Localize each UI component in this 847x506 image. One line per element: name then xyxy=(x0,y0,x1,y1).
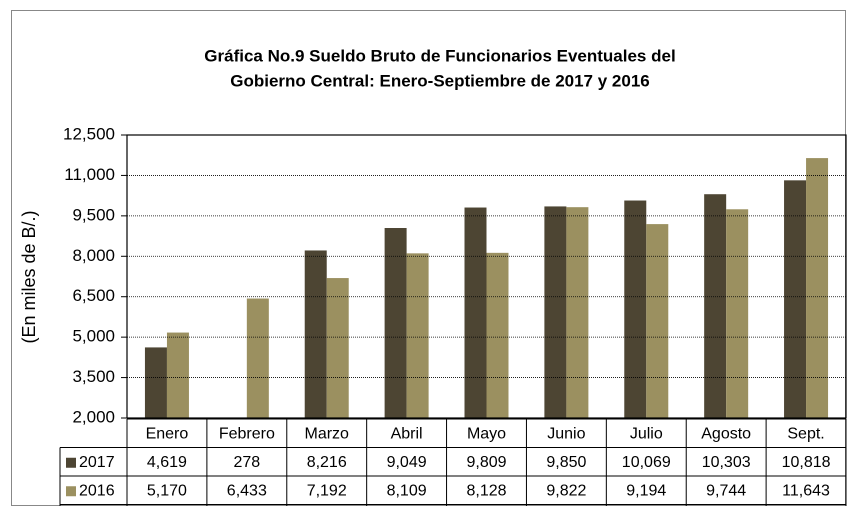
bar xyxy=(144,347,167,418)
y-tick-label: 9,500 xyxy=(72,205,115,224)
chart-title: Gráfica No.9 Sueldo Bruto de Funcionario… xyxy=(204,46,675,65)
bar xyxy=(624,200,647,418)
bar xyxy=(384,228,407,418)
bar xyxy=(544,206,567,418)
y-tick-label: 6,500 xyxy=(72,286,115,305)
legend-swatch xyxy=(66,457,76,468)
bar xyxy=(304,250,327,418)
data-label: 10,069 xyxy=(622,454,671,471)
x-tick-label: Marzo xyxy=(304,425,349,442)
x-tick-label: Abril xyxy=(391,425,423,442)
data-label: 7,192 xyxy=(307,482,347,499)
bar xyxy=(406,253,429,418)
bar xyxy=(326,278,349,418)
plot-border xyxy=(126,134,847,419)
data-label: 10,303 xyxy=(702,454,751,471)
x-tick-label: Junio xyxy=(547,425,585,442)
data-label: 8,109 xyxy=(387,482,427,499)
data-label: 9,744 xyxy=(706,482,746,499)
y-tick-label: 12,500 xyxy=(63,124,115,143)
data-label: 9,850 xyxy=(546,454,586,471)
x-tick-label: Agosto xyxy=(701,425,751,442)
data-label: 10,818 xyxy=(782,454,831,471)
bar xyxy=(646,224,669,418)
bar xyxy=(784,180,807,418)
y-tick-label: 11,000 xyxy=(64,165,115,184)
data-label: 6,433 xyxy=(227,482,267,499)
x-tick-label: Sept. xyxy=(787,425,824,442)
legend-swatch xyxy=(66,486,76,497)
data-label: 9,822 xyxy=(546,482,586,499)
legend-label: 2016 xyxy=(79,482,115,499)
bar xyxy=(726,209,749,418)
x-tick-label: Julio xyxy=(630,425,663,442)
bars xyxy=(144,158,829,418)
x-tick-label: Mayo xyxy=(467,425,506,442)
bar xyxy=(566,207,589,418)
y-tick-label: 2,000 xyxy=(72,407,115,426)
data-label: 8,128 xyxy=(466,482,506,499)
y-tick-label: 8,000 xyxy=(72,246,115,265)
data-label: 8,216 xyxy=(307,454,347,471)
bar xyxy=(704,194,727,418)
bar xyxy=(464,207,487,418)
legend-label: 2017 xyxy=(79,454,115,471)
bar xyxy=(166,332,189,418)
data-label: 11,643 xyxy=(782,482,830,499)
bar xyxy=(806,158,829,418)
y-tick-label: 3,500 xyxy=(72,367,115,386)
data-label: 278 xyxy=(233,454,260,471)
y-tick-label: 5,000 xyxy=(72,327,115,346)
data-label: 4,619 xyxy=(147,454,187,471)
data-label: 5,170 xyxy=(147,482,187,499)
chart-title: Gobierno Central: Enero-Septiembre de 20… xyxy=(230,71,649,90)
y-axis-label: (En miles de B/.) xyxy=(19,210,39,343)
data-label: 9,049 xyxy=(387,454,427,471)
x-tick-label: Enero xyxy=(146,425,189,442)
data-label: 9,809 xyxy=(466,454,506,471)
data-label: 9,194 xyxy=(626,482,666,499)
x-tick-label: Febrero xyxy=(219,425,275,442)
bar xyxy=(246,298,269,418)
bar xyxy=(486,252,509,418)
